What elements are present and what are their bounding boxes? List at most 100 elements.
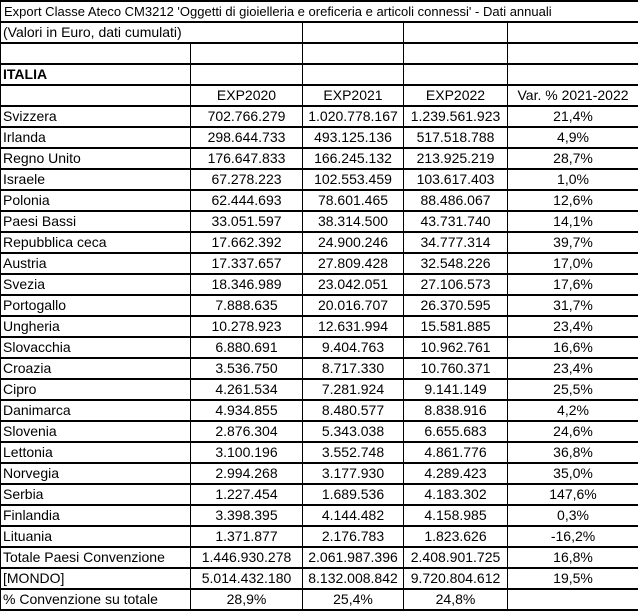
value-cell[interactable]: 24,8% <box>403 588 508 611</box>
value-cell[interactable]: 27.809.428 <box>302 252 404 275</box>
value-cell[interactable]: 4,2% <box>506 399 638 422</box>
empty-cell[interactable] <box>403 63 508 86</box>
row-label[interactable]: Danimarca <box>0 399 191 422</box>
value-cell[interactable]: 31,7% <box>506 294 638 317</box>
row-label[interactable]: [MONDO] <box>0 567 191 590</box>
value-cell[interactable]: 166.245.132 <box>302 147 404 170</box>
value-cell[interactable]: 27.106.573 <box>403 273 508 296</box>
empty-cell[interactable] <box>403 21 508 44</box>
value-cell[interactable]: 5.014.432.180 <box>190 567 303 590</box>
row-label[interactable]: Slovacchia <box>0 336 191 359</box>
empty-cell[interactable] <box>506 42 638 65</box>
value-cell[interactable]: 12.631.994 <box>302 315 404 338</box>
value-cell[interactable]: 12,6% <box>506 189 638 212</box>
value-cell[interactable]: 6.880.691 <box>190 336 303 359</box>
empty-cell[interactable] <box>302 21 404 44</box>
value-cell[interactable]: 493.125.136 <box>302 126 404 149</box>
value-cell[interactable]: 8.838.916 <box>403 399 508 422</box>
value-cell[interactable]: 8.717.330 <box>302 357 404 380</box>
row-label[interactable]: Irlanda <box>0 126 191 149</box>
row-label[interactable]: Israele <box>0 168 191 191</box>
value-cell[interactable]: 1.239.561.923 <box>403 105 508 128</box>
region-label[interactable]: ITALIA <box>0 63 191 86</box>
value-cell[interactable]: 18.346.989 <box>190 273 303 296</box>
value-cell[interactable]: 702.766.279 <box>190 105 303 128</box>
value-cell[interactable]: -16,2% <box>506 525 638 548</box>
empty-cell[interactable] <box>403 42 508 65</box>
empty-cell[interactable] <box>0 84 191 107</box>
row-label[interactable]: Svizzera <box>0 105 191 128</box>
value-cell[interactable]: 35,0% <box>506 462 638 485</box>
value-cell[interactable]: 147,6% <box>506 483 638 506</box>
value-cell[interactable]: 38.314.500 <box>302 210 404 233</box>
value-cell[interactable]: 517.518.788 <box>403 126 508 149</box>
row-label[interactable]: Paesi Bassi <box>0 210 191 233</box>
row-label[interactable]: Lettonia <box>0 441 191 464</box>
value-cell[interactable]: 10.760.371 <box>403 357 508 380</box>
value-cell[interactable]: 16,6% <box>506 336 638 359</box>
value-cell[interactable]: 14,1% <box>506 210 638 233</box>
row-label[interactable]: Austria <box>0 252 191 275</box>
value-cell[interactable]: 39,7% <box>506 231 638 254</box>
value-cell[interactable]: 62.444.693 <box>190 189 303 212</box>
value-cell[interactable]: 16,8% <box>506 546 638 569</box>
value-cell[interactable]: 298.644.733 <box>190 126 303 149</box>
row-label[interactable]: Totale Paesi Convenzione <box>0 546 191 569</box>
value-cell[interactable]: 23,4% <box>506 357 638 380</box>
value-cell[interactable]: 9.404.763 <box>302 336 404 359</box>
value-cell[interactable]: 28,7% <box>506 147 638 170</box>
value-cell[interactable]: 17,6% <box>506 273 638 296</box>
value-cell[interactable]: 10.278.923 <box>190 315 303 338</box>
value-cell[interactable]: 33.051.597 <box>190 210 303 233</box>
row-label[interactable]: Regno Unito <box>0 147 191 170</box>
value-cell[interactable]: 2.176.783 <box>302 525 404 548</box>
empty-cell[interactable] <box>302 63 404 86</box>
row-label[interactable]: Polonia <box>0 189 191 212</box>
value-cell[interactable]: 19,5% <box>506 567 638 590</box>
value-cell[interactable]: 9.720.804.612 <box>403 567 508 590</box>
value-cell[interactable]: 176.647.833 <box>190 147 303 170</box>
value-cell[interactable]: 8.480.577 <box>302 399 404 422</box>
row-label[interactable]: Svezia <box>0 273 191 296</box>
column-header-exp2020[interactable]: EXP2020 <box>190 84 303 107</box>
value-cell[interactable]: 5.343.038 <box>302 420 404 443</box>
value-cell[interactable]: 4.289.423 <box>403 462 508 485</box>
value-cell[interactable]: 213.925.219 <box>403 147 508 170</box>
value-cell[interactable]: 17,0% <box>506 252 638 275</box>
value-cell[interactable]: 34.777.314 <box>403 231 508 254</box>
value-cell[interactable]: 32.548.226 <box>403 252 508 275</box>
value-cell[interactable]: 0,3% <box>506 504 638 527</box>
value-cell[interactable]: 4.158.985 <box>403 504 508 527</box>
empty-cell[interactable] <box>506 21 638 44</box>
value-cell[interactable]: 1.446.930.278 <box>190 546 303 569</box>
value-cell[interactable]: 8.132.008.842 <box>302 567 404 590</box>
value-cell[interactable]: 102.553.459 <box>302 168 404 191</box>
empty-cell[interactable] <box>190 63 303 86</box>
row-label[interactable]: Ungheria <box>0 315 191 338</box>
value-cell[interactable]: 25,4% <box>302 588 404 611</box>
value-cell[interactable]: 67.278.223 <box>190 168 303 191</box>
value-cell[interactable]: 24,6% <box>506 420 638 443</box>
value-cell[interactable]: 1,0% <box>506 168 638 191</box>
value-cell[interactable]: 2.876.304 <box>190 420 303 443</box>
row-label[interactable]: Portogallo <box>0 294 191 317</box>
value-cell[interactable]: 3.552.748 <box>302 441 404 464</box>
empty-cell[interactable] <box>302 42 404 65</box>
row-label[interactable]: Repubblica ceca <box>0 231 191 254</box>
value-cell[interactable]: 28,9% <box>190 588 303 611</box>
value-cell[interactable]: 43.731.740 <box>403 210 508 233</box>
value-cell[interactable]: 1.371.877 <box>190 525 303 548</box>
value-cell[interactable]: 1.227.454 <box>190 483 303 506</box>
value-cell[interactable]: 20.016.707 <box>302 294 404 317</box>
value-cell[interactable]: 7.888.635 <box>190 294 303 317</box>
value-cell[interactable]: 4.861.776 <box>403 441 508 464</box>
value-cell[interactable]: 24.900.246 <box>302 231 404 254</box>
value-cell[interactable]: 9.141.149 <box>403 378 508 401</box>
row-label[interactable]: % Convenzione su totale <box>0 588 191 611</box>
value-cell[interactable]: 1.020.778.167 <box>302 105 404 128</box>
value-cell[interactable]: 23.042.051 <box>302 273 404 296</box>
value-cell[interactable]: 103.617.403 <box>403 168 508 191</box>
row-label[interactable]: Norvegia <box>0 462 191 485</box>
empty-cell[interactable] <box>0 42 191 65</box>
row-label[interactable]: Finlandia <box>0 504 191 527</box>
